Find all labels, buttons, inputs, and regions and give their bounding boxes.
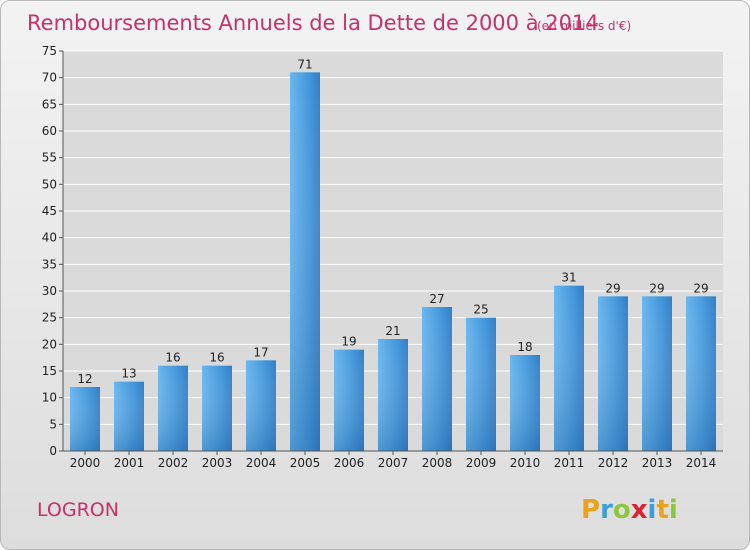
bar-shade-2007	[378, 339, 408, 451]
x-tick-label: 2013	[642, 456, 673, 470]
y-tick-label: 70	[42, 71, 57, 85]
logo-letter: i	[648, 495, 657, 525]
data-label-2009: 25	[473, 303, 488, 317]
bar-shade-2011	[554, 285, 584, 451]
bar-shade-2001	[114, 381, 144, 451]
x-tick-label: 2002	[158, 456, 189, 470]
y-tick-label: 25	[42, 311, 57, 325]
y-tick-label: 65	[42, 97, 57, 111]
x-tick-label: 2008	[422, 456, 453, 470]
data-label-2000: 12	[77, 372, 92, 386]
y-tick-label: 35	[42, 257, 57, 271]
bar-shade-2000	[70, 387, 100, 451]
logo-letter: r	[600, 495, 613, 525]
y-tick-label: 5	[49, 417, 57, 431]
y-tick-label: 60	[42, 124, 57, 138]
bar-shade-2013	[642, 296, 672, 451]
logo-letter: x	[631, 495, 648, 525]
x-tick-label: 2014	[686, 456, 717, 470]
y-tick-label: 20	[42, 337, 57, 351]
y-tick-label: 50	[42, 177, 57, 191]
data-label-2007: 21	[385, 324, 400, 338]
data-label-2010: 18	[517, 340, 532, 354]
data-label-2004: 17	[253, 345, 268, 359]
x-axis-ticks: 2000 2001 2002 2003 2004 2005 2006 2007 2008 2009…	[70, 451, 717, 470]
y-tick-label: 0	[49, 444, 57, 458]
y-tick-label: 30	[42, 284, 57, 298]
data-label-2008: 27	[429, 292, 444, 306]
chart-subtitle: (en milliers d'€)	[537, 19, 631, 33]
y-axis-ticks: 0 5 10 15 20 25 30 35 40 45 50 55 60 65 70 75	[42, 44, 63, 458]
y-tick-label: 15	[42, 364, 57, 378]
proxiti-logo: Proxiti	[581, 495, 678, 525]
logo-letter: P	[581, 495, 600, 525]
data-label-2011: 31	[561, 271, 576, 285]
commune-name: LOGRON	[37, 499, 119, 521]
x-tick-label: 2001	[114, 456, 145, 470]
bars: 12 13 16 16 17 71 19 21 27 25 18 31 29 29 29	[70, 57, 716, 451]
data-label-2014: 29	[693, 281, 708, 295]
bar-shade-2005	[290, 72, 320, 451]
data-label-2001: 13	[121, 367, 136, 381]
bar-shade-2009	[466, 317, 496, 451]
x-tick-label: 2006	[334, 456, 365, 470]
bar-shade-2004	[246, 360, 276, 451]
y-tick-label: 10	[42, 391, 57, 405]
logo-letter: o	[613, 495, 631, 525]
x-tick-label: 2003	[202, 456, 233, 470]
bar-shade-2014	[686, 296, 716, 451]
y-tick-label: 75	[42, 44, 57, 58]
data-label-2003: 16	[209, 351, 224, 365]
y-tick-label: 45	[42, 204, 57, 218]
data-label-2006: 19	[341, 335, 356, 349]
x-tick-label: 2011	[554, 456, 585, 470]
data-label-2012: 29	[605, 281, 620, 295]
x-tick-label: 2009	[466, 456, 497, 470]
y-tick-label: 40	[42, 231, 57, 245]
x-tick-label: 2012	[598, 456, 629, 470]
x-tick-label: 2004	[246, 456, 277, 470]
logo-letter: t	[656, 495, 668, 525]
x-tick-label: 2010	[510, 456, 541, 470]
data-label-2013: 29	[649, 281, 664, 295]
bar-shade-2002	[158, 365, 188, 451]
bar-shade-2012	[598, 296, 628, 451]
bar-shade-2003	[202, 365, 232, 451]
bar-shade-2006	[334, 349, 364, 451]
data-label-2002: 16	[165, 351, 180, 365]
x-tick-label: 2005	[290, 456, 321, 470]
logo-letter: i	[669, 495, 678, 525]
bar-shade-2010	[510, 355, 540, 451]
y-tick-label: 55	[42, 151, 57, 165]
data-label-2005: 71	[297, 57, 312, 71]
x-tick-label: 2000	[70, 456, 101, 470]
chart-title: Remboursements Annuels de la Dette de 20…	[27, 11, 599, 35]
x-tick-label: 2007	[378, 456, 409, 470]
bar-shade-2008	[422, 307, 452, 451]
